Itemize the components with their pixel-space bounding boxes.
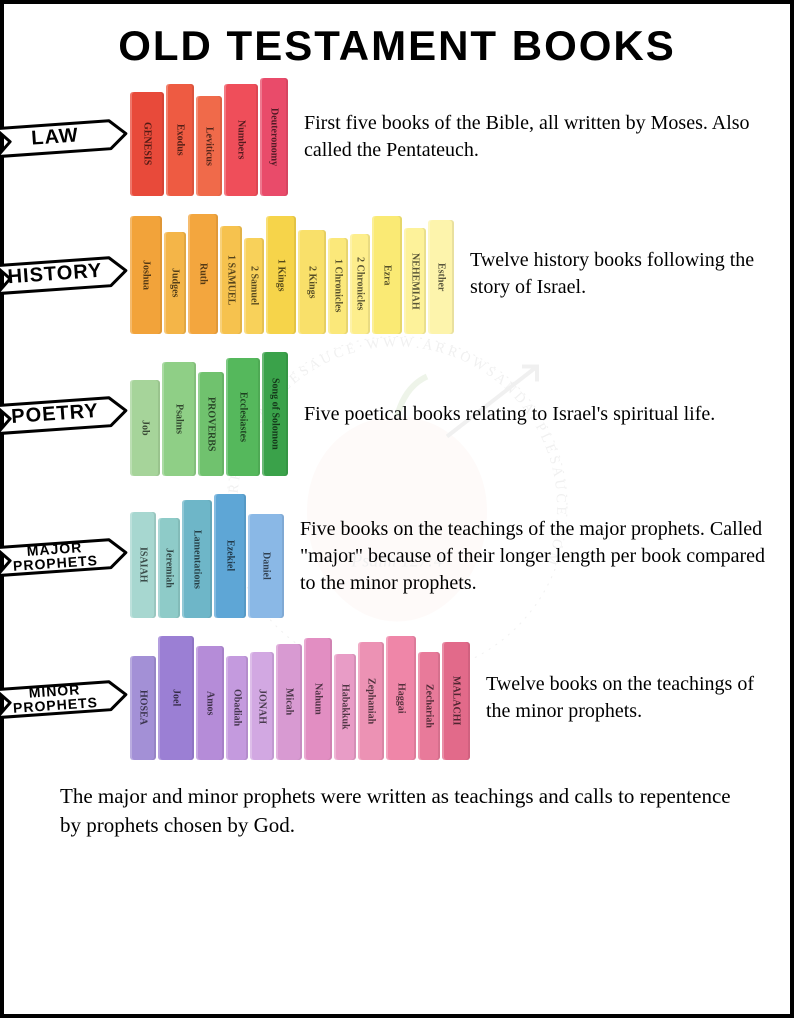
footer-note: The major and minor prophets were writte… (4, 778, 790, 841)
book-spine: Ruth (188, 214, 218, 334)
book-spine: Deuteronomy (260, 78, 288, 196)
book-spine: NEHEMIAH (404, 228, 426, 334)
book-spine: HOSEA (130, 656, 156, 760)
page-title: Old Testament Books (4, 4, 790, 78)
book-spine: Jeremiah (158, 518, 180, 618)
section-description: Five poetical books relating to Israel's… (288, 401, 790, 428)
book-spine: Zephaniah (358, 642, 384, 760)
book-spine: Ezra (372, 216, 402, 334)
book-spine: ISAIAH (130, 512, 156, 618)
book-shelf: JobPsalmsPROVERBSEcclesiastesSong of Sol… (130, 352, 288, 476)
book-shelf: GENESISExodusLeviticusNumbersDeuteronomy (130, 78, 288, 196)
book-spine: Exodus (166, 84, 194, 196)
category-ribbon: Major Prophets (0, 529, 122, 583)
section-row: HistoryJoshuaJudgesRuth1 SAMUEL2 Samuel1… (4, 214, 790, 334)
book-spine: Judges (164, 232, 186, 334)
book-spine: 2 Kings (298, 230, 326, 334)
book-spine: Habakkuk (334, 654, 356, 760)
book-spine: Micah (276, 644, 302, 760)
book-spine: Numbers (224, 84, 258, 196)
section-row: Major ProphetsISAIAHJeremiahLamentations… (4, 494, 790, 618)
book-spine: Leviticus (196, 96, 222, 196)
book-spine: Joel (158, 636, 194, 760)
book-spine: Haggai (386, 636, 416, 760)
category-ribbon: History (0, 247, 122, 301)
book-spine: JONAH (250, 652, 274, 760)
book-spine: Psalms (162, 362, 196, 476)
book-spine: Obadiah (226, 656, 248, 760)
book-spine: Ecclesiastes (226, 358, 260, 476)
book-spine: 1 Chronicles (328, 238, 348, 334)
book-spine: 1 SAMUEL (220, 226, 242, 334)
category-ribbon: Law (0, 110, 122, 164)
book-spine: PROVERBS (198, 372, 224, 476)
book-spine: Job (130, 380, 160, 476)
book-spine: 2 Samuel (244, 238, 264, 334)
book-spine: 2 Chronicles (350, 234, 370, 334)
section-row: Minor ProphetsHOSEAJoelAmosObadiahJONAHM… (4, 636, 790, 760)
book-spine: MALACHI (442, 642, 470, 760)
book-shelf: ISAIAHJeremiahLamentationsEzekielDaniel (130, 494, 284, 618)
book-shelf: HOSEAJoelAmosObadiahJONAHMicahNahumHabak… (130, 636, 470, 760)
book-spine: Joshua (130, 216, 162, 334)
book-spine: Esther (428, 220, 454, 334)
section-description: Twelve history books following the story… (454, 247, 790, 301)
book-spine: Daniel (248, 514, 284, 618)
sections-container: LawGENESISExodusLeviticusNumbersDeuteron… (4, 78, 790, 760)
book-spine: Nahum (304, 638, 332, 760)
section-description: Five books on the teachings of the major… (284, 516, 790, 597)
book-shelf: JoshuaJudgesRuth1 SAMUEL2 Samuel1 Kings2… (130, 214, 454, 334)
category-ribbon: Minor Prophets (0, 671, 122, 725)
book-spine: Zechariah (418, 652, 440, 760)
book-spine: GENESIS (130, 92, 164, 196)
ribbon-label: Poetry (0, 383, 112, 445)
ribbon-label: Major Prophets (0, 525, 112, 587)
book-spine: Lamentations (182, 500, 212, 618)
book-spine: Ezekiel (214, 494, 246, 618)
book-spine: 1 Kings (266, 216, 296, 334)
book-spine: Song of Solomon (262, 352, 288, 476)
section-row: PoetryJobPsalmsPROVERBSEcclesiastesSong … (4, 352, 790, 476)
section-description: First five books of the Bible, all writt… (288, 110, 790, 164)
section-description: Twelve books on the teachings of the min… (470, 671, 790, 725)
category-ribbon: Poetry (0, 387, 122, 441)
book-spine: Amos (196, 646, 224, 760)
ribbon-label: Law (0, 106, 112, 168)
ribbon-label: Minor Prophets (0, 667, 112, 729)
ribbon-label: History (0, 243, 112, 305)
section-row: LawGENESISExodusLeviticusNumbersDeuteron… (4, 78, 790, 196)
